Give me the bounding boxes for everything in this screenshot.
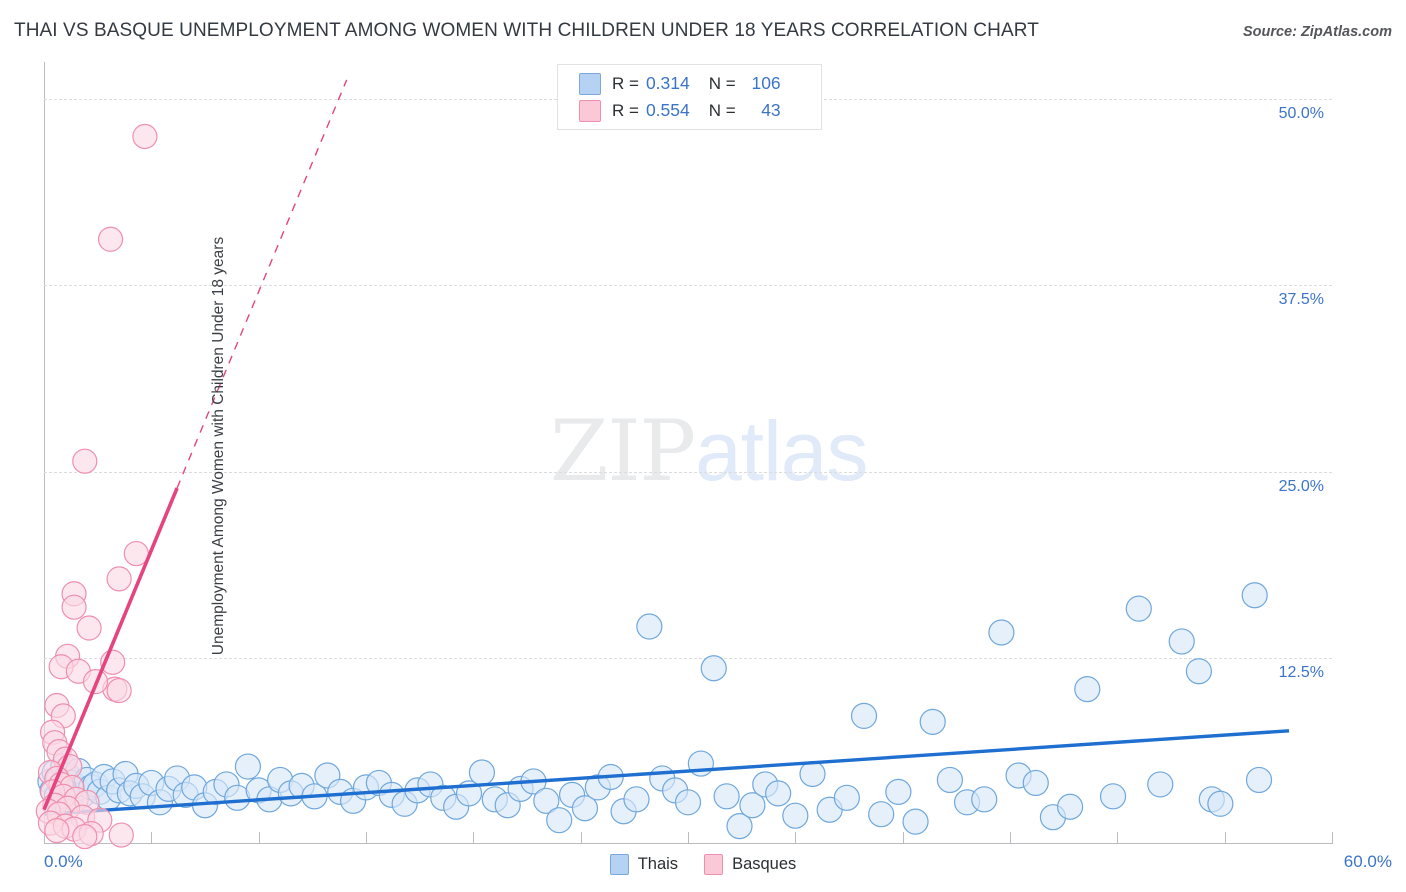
correlation-stats-legend: R = 0.314 N = 106 R = 0.554 N = 43 [557, 64, 822, 130]
x-axis-tick [580, 832, 582, 844]
data-point[interactable] [72, 448, 98, 474]
data-point[interactable] [1099, 783, 1127, 810]
y-axis-tick-label: 25.0% [1278, 477, 1324, 495]
data-point[interactable] [468, 759, 496, 786]
data-point[interactable] [1125, 595, 1152, 622]
legend-label-thais: Thais [637, 854, 679, 873]
thais-color-swatch [579, 72, 601, 95]
data-point[interactable] [1022, 769, 1049, 797]
data-point[interactable] [713, 783, 740, 810]
data-point[interactable] [1207, 790, 1234, 817]
data-point[interactable] [234, 753, 262, 780]
data-point[interactable] [571, 795, 599, 822]
basques-color-swatch [579, 99, 601, 122]
stat-row-basques: R = 0.554 N = 43 [558, 97, 821, 124]
data-point[interactable] [76, 615, 102, 641]
basques-r-value: 0.554 [645, 100, 690, 120]
data-point[interactable] [1168, 628, 1195, 655]
data-point[interactable] [1241, 582, 1268, 609]
y-axis-tick-label: 50.0% [1278, 105, 1324, 123]
data-point[interactable] [902, 808, 929, 835]
data-point[interactable] [61, 594, 87, 620]
data-point[interactable] [674, 789, 702, 816]
basques-r-label: R = [612, 100, 639, 120]
x-axis-tick [473, 832, 475, 844]
data-point[interactable] [1147, 771, 1174, 798]
legend-item-basques[interactable]: Basques [704, 853, 797, 875]
legend-item-thais[interactable]: Thais [609, 853, 679, 875]
data-point[interactable] [108, 822, 134, 848]
data-point[interactable] [988, 619, 1015, 646]
data-point[interactable] [1074, 675, 1101, 703]
data-point[interactable] [765, 780, 792, 807]
y-axis-tick-label: 37.5% [1278, 291, 1324, 309]
data-point[interactable] [533, 787, 560, 814]
data-point[interactable] [1185, 658, 1213, 685]
data-point[interactable] [546, 807, 573, 834]
basques-n-value: 43 [761, 100, 781, 120]
trendline-thais [43, 729, 1290, 816]
x-axis-tick [258, 832, 260, 844]
data-point[interactable] [936, 766, 963, 794]
basques-n-label: N = [708, 100, 736, 120]
thais-n-label: N = [708, 73, 736, 93]
thais-n-value: 106 [751, 73, 781, 93]
x-axis-tick [151, 832, 153, 844]
legend-swatch-basques [704, 853, 724, 875]
x-axis-tick [688, 832, 689, 844]
x-axis-tick [902, 832, 904, 844]
trendline-basques [42, 487, 179, 811]
data-point[interactable] [850, 702, 878, 730]
data-point[interactable] [106, 566, 132, 592]
stat-row-thais: R = 0.314 N = 106 [558, 70, 821, 97]
data-point[interactable] [636, 613, 663, 640]
data-point[interactable] [799, 760, 826, 788]
x-axis-tick [1010, 832, 1011, 844]
x-axis-tick [1224, 832, 1226, 844]
y-axis-line [44, 62, 45, 844]
x-axis-tick [366, 832, 367, 844]
data-point[interactable] [700, 655, 727, 682]
page-title: THAI VS BASQUE UNEMPLOYMENT AMONG WOMEN … [14, 20, 1039, 41]
series-legend: Thais Basques [0, 850, 1406, 878]
x-axis-min-label: 0.0% [44, 852, 83, 871]
data-point[interactable] [885, 778, 912, 805]
data-point[interactable] [1057, 793, 1084, 820]
x-axis-max-label: 60.0% [1343, 852, 1392, 871]
trendline-extension-basques [176, 79, 348, 489]
x-axis-tick [795, 832, 797, 844]
legend-label-basques: Basques [732, 854, 797, 873]
series-basques [35, 123, 158, 850]
thais-r-value: 0.314 [645, 73, 690, 93]
y-axis-title: Unemployment Among Women with Children U… [210, 236, 228, 656]
data-point[interactable] [1245, 766, 1273, 794]
gridline-y [44, 657, 1332, 659]
source-attribution: Source: ZipAtlas.com [1242, 24, 1392, 40]
data-point[interactable] [868, 801, 895, 828]
data-point[interactable] [72, 823, 98, 850]
data-point[interactable] [44, 817, 70, 844]
y-axis-tick-label: 12.5% [1278, 663, 1324, 681]
gridline-y [44, 471, 1332, 473]
legend-swatch-thais [609, 853, 629, 875]
data-point[interactable] [919, 708, 946, 735]
data-point[interactable] [97, 226, 124, 252]
gridline-y [44, 285, 1332, 287]
data-point[interactable] [971, 786, 998, 813]
data-point[interactable] [726, 813, 753, 840]
series-thais [37, 582, 1273, 840]
thais-r-label: R = [612, 73, 639, 93]
data-point[interactable] [132, 123, 158, 150]
data-point[interactable] [739, 792, 766, 819]
data-point[interactable] [623, 786, 650, 813]
data-point[interactable] [833, 784, 860, 811]
data-point[interactable] [106, 677, 132, 704]
x-axis-tick [1117, 832, 1119, 844]
data-point[interactable] [782, 802, 809, 829]
x-axis-tick [1332, 832, 1333, 844]
